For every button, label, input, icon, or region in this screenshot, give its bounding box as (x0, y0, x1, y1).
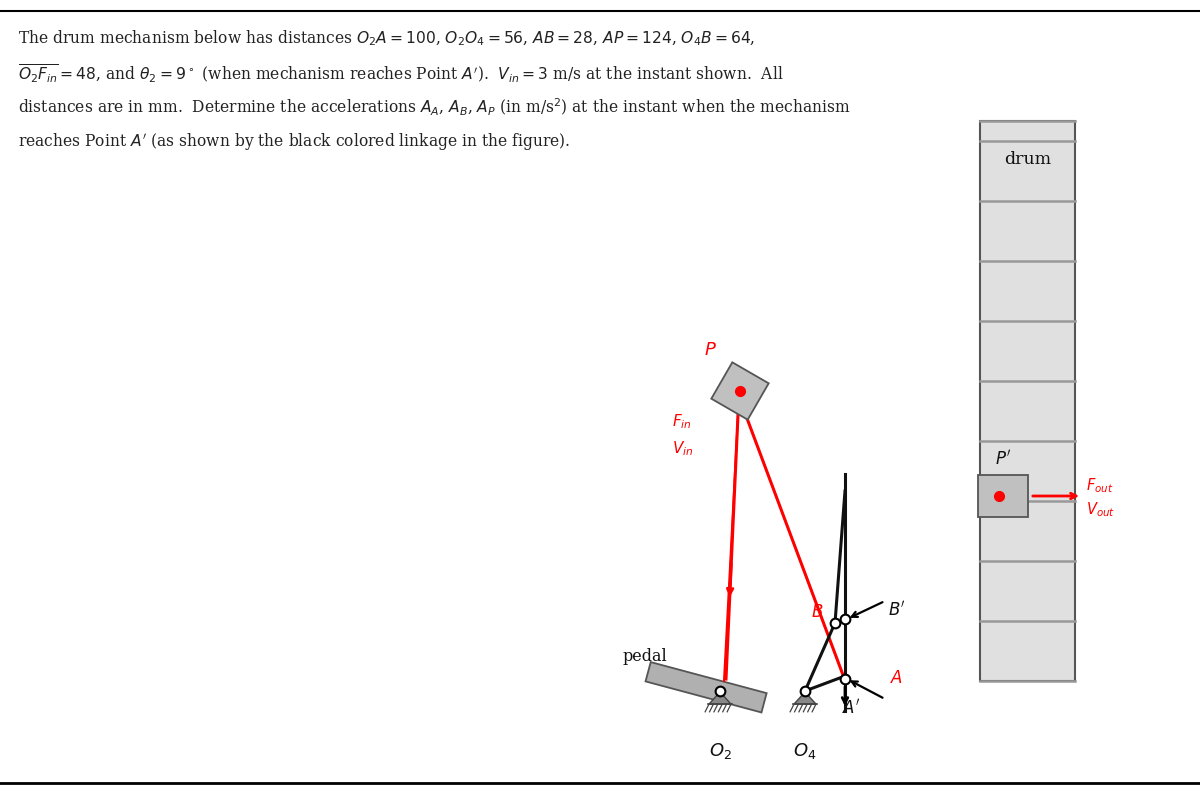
Text: $P'$: $P'$ (995, 449, 1012, 468)
Text: $F_{out}$: $F_{out}$ (1086, 477, 1114, 495)
Text: $A'$: $A'$ (841, 698, 860, 717)
Text: $V_{in}$: $V_{in}$ (672, 439, 694, 457)
Polygon shape (794, 692, 816, 704)
Text: $V_{out}$: $V_{out}$ (1086, 501, 1115, 519)
Text: distances are in mm.  Determine the accelerations $A_A$, $A_B$, $A_P$ (in m/s$^2: distances are in mm. Determine the accel… (18, 97, 851, 118)
Text: $P$: $P$ (703, 341, 716, 359)
Text: $O_2$: $O_2$ (708, 741, 732, 761)
Text: $\overline{O_2F_{in}} = 48$, and $\theta_2 = 9^\circ$ (when mechanism reaches Po: $\overline{O_2F_{in}} = 48$, and $\theta… (18, 63, 784, 86)
Text: $O_4$: $O_4$ (793, 741, 817, 761)
Text: pedal: pedal (623, 648, 667, 665)
Polygon shape (646, 662, 767, 712)
Bar (978, 475, 1028, 517)
Polygon shape (709, 692, 731, 704)
Text: drum: drum (1004, 151, 1051, 167)
Text: $F_{in}$: $F_{in}$ (672, 412, 691, 431)
Text: $B$: $B$ (811, 604, 823, 621)
Bar (980, 121, 1075, 681)
Text: $A$: $A$ (890, 670, 904, 687)
Text: $B'$: $B'$ (888, 601, 906, 620)
Text: The drum mechanism below has distances $O_2A = 100$, $O_2O_4 = 56$, $AB = 28$, $: The drum mechanism below has distances $… (18, 29, 755, 48)
Polygon shape (712, 362, 769, 420)
Text: reaches Point $A'$ (as shown by the black colored linkage in the figure).: reaches Point $A'$ (as shown by the blac… (18, 131, 570, 152)
